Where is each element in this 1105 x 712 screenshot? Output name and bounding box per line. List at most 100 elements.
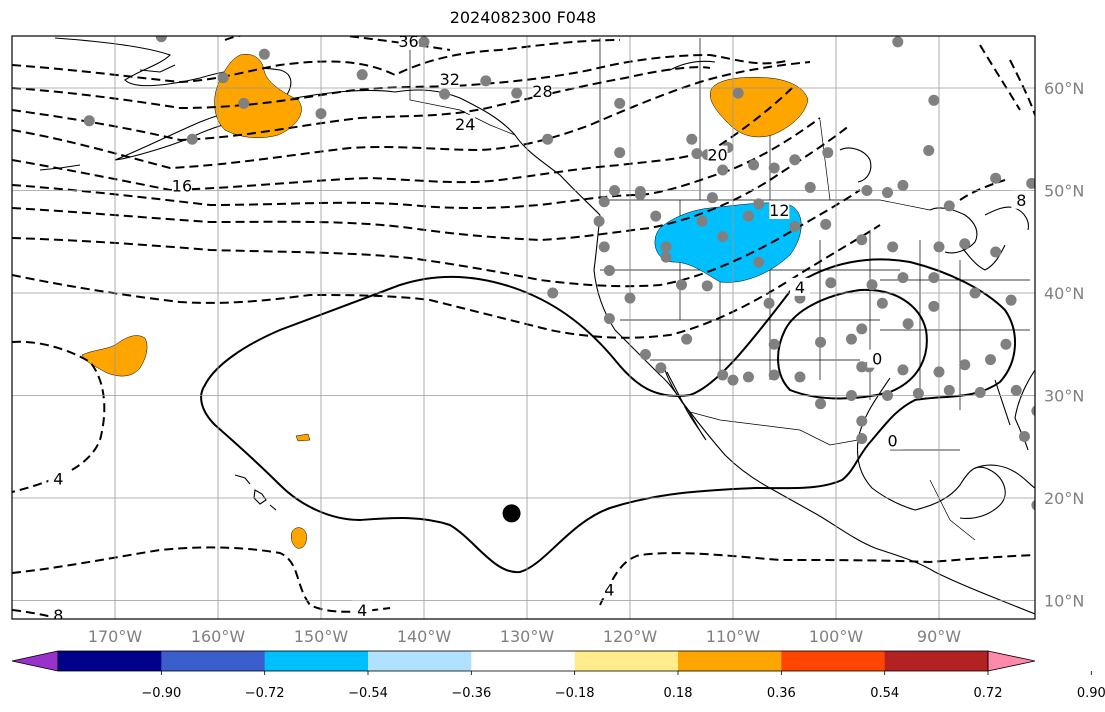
station-dot bbox=[356, 69, 368, 81]
station-dot bbox=[609, 185, 621, 196]
station-dot bbox=[480, 75, 492, 87]
contour-label-bg bbox=[769, 201, 790, 219]
latitude-tick-labels: 60°N 50°N 40°N 30°N 20°N 10°N bbox=[1044, 79, 1084, 611]
colorbar-segment bbox=[574, 651, 679, 671]
station-dot bbox=[856, 234, 868, 246]
station-dot bbox=[639, 349, 651, 360]
station-dot bbox=[866, 279, 878, 291]
station-dot bbox=[418, 36, 430, 48]
station-dot bbox=[83, 115, 95, 127]
station-dot bbox=[1026, 177, 1035, 189]
station-dot bbox=[768, 338, 780, 350]
longitude-tick-label: 150°W bbox=[294, 627, 349, 646]
station-dot bbox=[887, 241, 899, 253]
contour-label-bg bbox=[882, 431, 903, 450]
station-dot bbox=[315, 108, 327, 120]
station-dot bbox=[155, 36, 167, 43]
station-dot bbox=[1078, 308, 1089, 319]
contour-label-bg bbox=[48, 605, 69, 619]
colorbar-frame bbox=[57, 650, 989, 672]
station-dot bbox=[959, 238, 971, 250]
station-dot bbox=[634, 189, 646, 201]
contour-label-bg bbox=[532, 82, 553, 101]
colorbar-label: −0.36 bbox=[451, 686, 491, 701]
station-dot bbox=[1052, 323, 1063, 334]
longitude-tick-label: 140°W bbox=[397, 627, 452, 646]
station-dot bbox=[822, 147, 834, 159]
station-dot bbox=[717, 369, 729, 381]
map-title: 2024082300 F048 bbox=[449, 8, 597, 27]
latitude-tick-label: 30°N bbox=[1044, 387, 1084, 406]
contour-label: 8 bbox=[1016, 191, 1026, 210]
contour-label: 0 bbox=[888, 432, 898, 451]
contour-label: 36 bbox=[398, 32, 418, 51]
station-dot bbox=[727, 374, 739, 386]
colorbar-extend-low bbox=[11, 650, 59, 672]
colorbar-segment bbox=[884, 651, 989, 671]
station-dot bbox=[943, 384, 955, 396]
colorbar-segment bbox=[368, 651, 472, 671]
colorbar-labels: −0.90 −0.72 −0.54 −0.36 −0.18 0.18 0.36 0.54 0.7… bbox=[141, 671, 1105, 701]
colorbar-segment bbox=[678, 651, 782, 671]
station-dot bbox=[845, 333, 857, 345]
contour-label-bg bbox=[455, 114, 476, 133]
anomaly-fills bbox=[81, 54, 809, 549]
contour-label-bg bbox=[789, 277, 810, 296]
colorbar-label: 0.54 bbox=[870, 686, 899, 701]
contour-label-bg bbox=[48, 469, 69, 488]
contour-label-bg bbox=[171, 176, 192, 195]
station-dot bbox=[598, 241, 610, 253]
station-dot bbox=[681, 333, 693, 345]
contour-label-bg bbox=[398, 36, 419, 50]
station-dot bbox=[660, 251, 672, 263]
station-dot bbox=[933, 241, 945, 253]
station-dot bbox=[876, 297, 888, 309]
station-dot bbox=[603, 313, 615, 325]
station-dot bbox=[701, 280, 713, 292]
contour-label: 4 bbox=[357, 601, 367, 620]
station-dot bbox=[928, 300, 940, 312]
station-dot bbox=[603, 264, 615, 276]
longitude-tick-labels: 170°W 160°W 150°W 140°W 130°W 120°W 110°W 100°W… bbox=[88, 627, 961, 646]
station-dot bbox=[1005, 294, 1017, 306]
station-dot bbox=[1037, 446, 1048, 457]
station-dot bbox=[186, 133, 198, 145]
longitude-tick-label: 100°W bbox=[809, 627, 864, 646]
station-dot bbox=[753, 256, 765, 268]
station-dot bbox=[794, 371, 806, 383]
station-dot bbox=[593, 215, 605, 227]
station-dot bbox=[990, 172, 1002, 184]
station-dot bbox=[768, 162, 780, 174]
station-dot bbox=[974, 386, 986, 398]
station-dot bbox=[217, 72, 229, 84]
station-dot bbox=[676, 279, 687, 291]
contour-label-bg bbox=[707, 145, 728, 164]
colorbar-segment bbox=[264, 651, 369, 671]
station-dot bbox=[742, 210, 754, 222]
contour-label: 4 bbox=[604, 580, 614, 599]
station-dot bbox=[768, 369, 780, 381]
station-dot bbox=[861, 185, 873, 196]
station-dot bbox=[748, 159, 760, 171]
station-dot bbox=[820, 218, 832, 230]
longitude-tick-label: 110°W bbox=[706, 627, 761, 646]
station-dot bbox=[923, 145, 935, 157]
station-dot bbox=[902, 318, 914, 330]
station-dot bbox=[933, 366, 945, 378]
station-dot bbox=[1037, 341, 1048, 352]
station-dot bbox=[856, 433, 868, 445]
station-dot bbox=[815, 336, 827, 348]
station-dot bbox=[789, 154, 801, 166]
station-dot bbox=[1031, 499, 1035, 511]
contour-label: 28 bbox=[532, 82, 552, 101]
colorbar-segment bbox=[58, 651, 162, 671]
colorbar-segment bbox=[161, 651, 266, 671]
station-dot bbox=[696, 215, 708, 227]
contour-labels: 36 32 28 24 20 16 12 8 4 4 4 4 8 0 0 bbox=[48, 32, 1032, 620]
station-dot bbox=[542, 133, 554, 145]
station-dot bbox=[897, 364, 909, 376]
contour-label: 12 bbox=[769, 201, 789, 220]
station-dot bbox=[1010, 384, 1022, 396]
station-markers bbox=[83, 36, 1089, 511]
